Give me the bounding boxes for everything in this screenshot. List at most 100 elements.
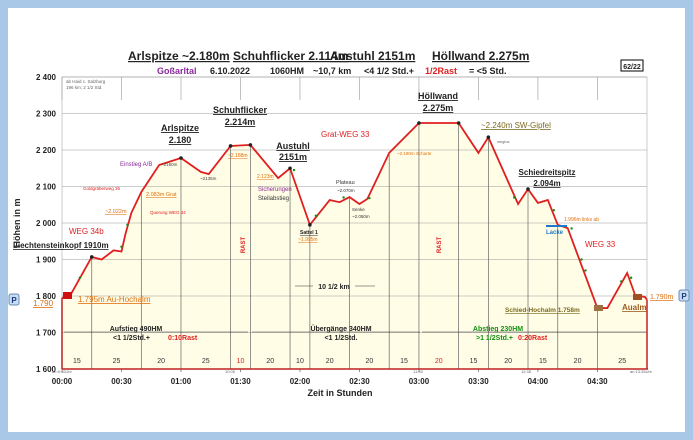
segment-duration: 15 — [470, 358, 478, 365]
peak-elevation: 2.275m — [423, 103, 454, 113]
segment-duration: 25 — [202, 358, 210, 365]
segment-duration: 15 — [400, 358, 408, 365]
peak-elevation: 2.094m — [533, 179, 560, 188]
waypoint-elevation: 2.083m Grat — [146, 192, 177, 198]
trail-marker — [570, 227, 573, 230]
waypoint-label: Einstieg A/B — [120, 162, 152, 168]
y-tick-label: 2 300 — [36, 110, 57, 119]
section-rest: 0:20Rast — [518, 335, 548, 342]
peak-label: Höllwand — [418, 91, 458, 101]
y-tick-label: 2 000 — [36, 219, 57, 228]
trail-label: Querung WEG 34 — [150, 210, 186, 215]
x-tick-label: 03:30 — [468, 377, 489, 386]
trail-label: Grat-WEG 33 — [321, 130, 370, 139]
section-time: >1 1/2Std.+ — [476, 335, 513, 342]
y-tick-label: 2 400 — [36, 73, 57, 82]
waypoint-label: Sattel 1 — [300, 230, 318, 236]
note: 196 km; 2 1/2 Std. — [66, 85, 103, 90]
trail-marker — [629, 276, 633, 279]
hut-label: 1.795m Au-Hochalm — [78, 295, 151, 304]
distance-label: ~10,7 km — [313, 66, 351, 76]
segment-duration: 25 — [113, 358, 121, 365]
time-note: 11:40 — [413, 369, 423, 374]
y-axis-label: Höhen in m — [12, 199, 22, 248]
peak-elevation: 2.180 — [169, 135, 192, 145]
parking-label: P — [681, 292, 687, 301]
trail-marker — [368, 196, 371, 200]
elevation-label: 1.790m — [650, 294, 674, 301]
segment-duration: 20 — [326, 358, 334, 365]
peak-label: Austuhl — [276, 141, 310, 151]
trail-marker — [584, 269, 587, 272]
hm-label: 1060HM — [270, 66, 304, 76]
hut-icon — [63, 292, 72, 299]
x-tick-label: 04:30 — [587, 377, 608, 386]
segment-duration: 20 — [435, 358, 443, 365]
x-tick-label: 00:30 — [111, 377, 132, 386]
waypoint-elevation: ~2135m — [200, 176, 217, 181]
segment-duration: 10 — [237, 358, 245, 365]
trail-marker — [314, 214, 318, 217]
waypoint-elevation: ~2.188m — [228, 153, 248, 159]
x-tick-label: 02:00 — [290, 377, 311, 386]
peak-elevation: 2151m — [279, 152, 307, 162]
x-tick-label: 02:30 — [349, 377, 370, 386]
trail-marker — [620, 280, 623, 283]
waypoint-marker — [456, 121, 461, 125]
segment-duration: 20 — [157, 358, 165, 365]
badge-box — [620, 59, 644, 72]
note: ab Haid c. Salzburg — [66, 79, 106, 84]
lake-label: Lacke — [546, 230, 564, 236]
time-label: <4 1/2 Std.+ — [364, 66, 414, 76]
distance-label: 10 1/2 km — [318, 284, 350, 291]
peak-label: Schiedreitspitz — [519, 168, 576, 177]
waypoint-elevation: ~2160m — [161, 162, 178, 167]
section-label: Aufstieg 490HM — [110, 326, 163, 333]
y-tick-label: 1 900 — [36, 256, 57, 265]
waypoint-label: weglos — [497, 139, 509, 144]
profile-fill — [62, 122, 647, 370]
rest-label: 1/2Rast — [425, 66, 457, 76]
waypoint-marker — [89, 255, 94, 259]
waypoint-marker — [308, 223, 312, 227]
waypoint-label: Sicherungen — [258, 187, 292, 193]
waypoint-elevation: ~2.050m — [352, 214, 370, 219]
y-tick-label: 1 700 — [36, 329, 57, 338]
rest-label: RAST — [241, 237, 247, 254]
peak-label: Schuhflicker — [213, 105, 268, 115]
x-tick-label: 03:00 — [409, 377, 430, 386]
waypoint-label: Plateau — [336, 180, 355, 186]
time-note: 12:35 — [521, 369, 532, 374]
segment-duration: 20 — [365, 358, 373, 365]
waypoint-elevation: 2.123m — [257, 174, 274, 180]
peak-elevation: 2.214m — [225, 117, 256, 127]
waypoint-marker — [179, 156, 183, 160]
segment-duration: 20 — [266, 358, 274, 365]
section-label: Abstieg 230HM — [473, 326, 523, 333]
waypoint-elevation: ~2.022m — [105, 209, 127, 215]
segment-duration: 25 — [618, 358, 626, 365]
time-note: an 13:35Uhr — [630, 369, 653, 374]
hut-label: Aualm — [622, 303, 646, 312]
waypoint-elevation: ~1.995m — [298, 237, 318, 243]
y-tick-label: 1 800 — [36, 292, 57, 301]
section-time: <1 1/2Std. — [325, 335, 358, 342]
section-label: Übergänge 340HM — [310, 324, 371, 333]
x-tick-label: 01:00 — [171, 377, 192, 386]
waypoint-marker — [288, 166, 292, 171]
rest-label: RAST — [437, 237, 443, 254]
title-part: Arlspitze ~2.180m — [128, 49, 230, 63]
section-time: <1 1/2Std.+ — [113, 335, 150, 342]
segment-duration: 15 — [539, 358, 547, 365]
title-part: Austuhl 2151m — [330, 49, 415, 63]
segment-duration: 20 — [574, 358, 582, 365]
parking-label: P — [11, 296, 17, 305]
x-tick-label: 00:00 — [52, 377, 73, 386]
hut-icon — [633, 294, 642, 300]
segment-duration: 15 — [73, 358, 81, 365]
x-tick-label: 01:30 — [230, 377, 251, 386]
waypoint-marker — [486, 135, 491, 140]
trail-marker — [292, 168, 296, 172]
segment-duration: 20 — [504, 358, 512, 365]
